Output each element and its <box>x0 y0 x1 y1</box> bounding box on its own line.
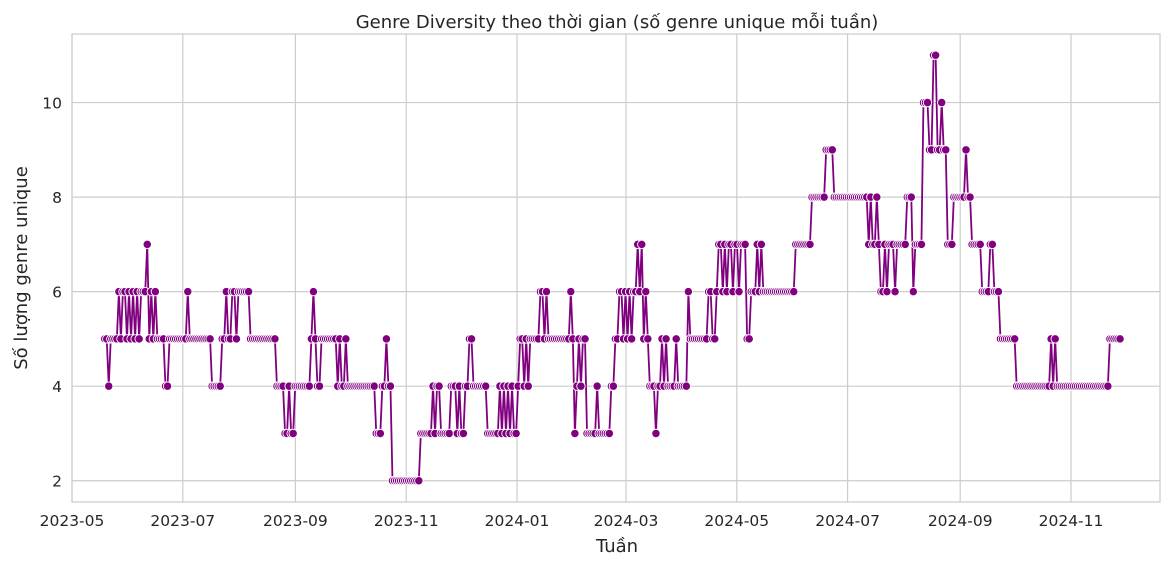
data-point <box>756 239 766 250</box>
data-point <box>288 428 298 439</box>
data-point <box>1103 381 1113 391</box>
series-line <box>104 54 1121 482</box>
data-point <box>683 286 694 297</box>
data-point <box>580 334 590 344</box>
data-point <box>661 334 671 344</box>
data-point <box>183 286 193 297</box>
data-point <box>434 381 444 391</box>
data-point <box>916 239 927 250</box>
y-tick-label: 10 <box>42 95 62 113</box>
data-point <box>381 334 392 344</box>
data-point <box>375 428 385 439</box>
data-point <box>740 239 750 250</box>
data-point <box>626 334 637 344</box>
data-point <box>341 334 351 344</box>
data-point <box>947 239 957 250</box>
chart-title: Genre Diversity theo thời gian (số genre… <box>356 12 879 33</box>
data-point <box>270 334 280 344</box>
y-axis-title: Số lượng genre unique <box>11 166 32 370</box>
x-tick-label: 2024-01 <box>485 512 550 530</box>
data-point <box>941 145 951 155</box>
y-tick-label: 6 <box>52 284 62 302</box>
x-tick-label: 2024-03 <box>594 512 659 530</box>
data-point <box>805 239 815 250</box>
data-point <box>385 381 396 391</box>
data-point <box>314 381 325 391</box>
x-tick-label: 2023-07 <box>150 512 215 530</box>
data-point <box>975 239 985 250</box>
data-point <box>481 381 491 391</box>
data-point <box>789 286 799 297</box>
data-point <box>922 97 933 108</box>
data-point <box>987 239 998 250</box>
x-tick-label: 2024-11 <box>1039 512 1104 530</box>
data-point <box>906 192 916 202</box>
data-point <box>162 381 173 391</box>
data-point <box>414 476 424 486</box>
data-point <box>937 97 947 108</box>
x-tick-label: 2023-09 <box>263 512 328 530</box>
data-point <box>541 286 552 297</box>
data-point <box>142 239 152 250</box>
data-point <box>819 192 829 202</box>
data-point <box>523 381 533 391</box>
series-markers <box>100 50 1125 486</box>
data-point <box>744 334 754 344</box>
data-point <box>231 334 242 344</box>
x-tick-label: 2024-05 <box>704 512 769 530</box>
data-point <box>734 286 744 297</box>
data-point <box>710 334 720 344</box>
data-point <box>592 381 602 391</box>
data-point <box>604 428 614 439</box>
data-point <box>576 381 586 391</box>
data-point <box>369 381 379 391</box>
data-point <box>900 239 910 250</box>
plot-frame <box>71 33 1161 503</box>
data-point <box>872 192 882 202</box>
data-point <box>1115 334 1125 344</box>
data-point <box>243 286 254 297</box>
data-point <box>608 381 619 391</box>
y-tick-label: 2 <box>52 473 62 491</box>
data-point <box>965 192 975 202</box>
data-point <box>566 286 576 297</box>
data-point <box>882 286 892 297</box>
data-point <box>304 381 315 391</box>
data-point <box>511 428 521 439</box>
data-point <box>890 286 900 297</box>
data-point <box>641 286 651 297</box>
data-point <box>1010 334 1020 344</box>
data-point <box>993 286 1004 297</box>
data-point <box>134 334 144 344</box>
data-point <box>930 50 941 60</box>
data-point <box>1050 334 1060 344</box>
x-tick-label: 2024-07 <box>815 512 880 530</box>
grid <box>71 34 1160 502</box>
data-point <box>215 381 225 391</box>
x-tick-label: 2024-09 <box>928 512 993 530</box>
x-tick-label: 2023-11 <box>374 512 439 530</box>
data-point <box>961 145 971 155</box>
data-point <box>458 428 469 439</box>
data-point <box>651 428 661 439</box>
data-point <box>205 334 215 344</box>
y-tick-label: 8 <box>52 189 62 207</box>
data-point <box>671 334 681 344</box>
tick-labels: 2023-05 2023-07 2023-09 2023-11 2024-01 2024-… <box>40 95 1104 530</box>
data-point <box>827 145 837 155</box>
data-point <box>637 239 647 250</box>
x-tick-label: 2023-05 <box>40 512 105 530</box>
data-point <box>466 334 477 344</box>
data-point <box>908 286 918 297</box>
x-axis-title: Tuần <box>595 536 638 557</box>
data-point <box>444 428 454 439</box>
data-point <box>570 428 580 439</box>
y-tick-label: 4 <box>52 378 62 396</box>
data-point <box>104 381 114 391</box>
data-point <box>643 334 653 344</box>
data-point <box>150 286 161 297</box>
data-point <box>681 381 691 391</box>
data-point <box>308 286 319 297</box>
